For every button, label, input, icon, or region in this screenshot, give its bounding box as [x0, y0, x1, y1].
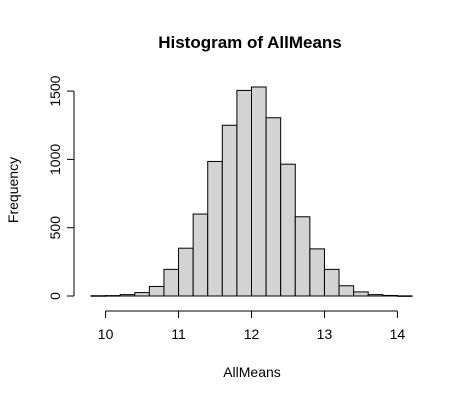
x-axis: 10 11 12 13 14: [98, 310, 406, 342]
y-tick-label: 1000: [47, 144, 63, 175]
x-tick-label: 12: [244, 326, 260, 342]
histogram-bar: [396, 295, 413, 297]
histogram-bar: [265, 117, 282, 297]
histogram-bar: [134, 292, 150, 297]
histogram-bar: [148, 285, 165, 297]
x-tick-label: 14: [390, 326, 406, 342]
y-tick-label: 0: [47, 292, 63, 300]
histogram-bar: [119, 294, 136, 297]
histogram-bar: [105, 295, 121, 297]
histogram-bar: [382, 294, 398, 297]
histogram-bar: [221, 124, 238, 297]
histogram-bar: [163, 268, 180, 297]
x-tick-label: 13: [317, 326, 333, 342]
x-axis-label: AllMeans: [223, 364, 281, 380]
histogram-bar: [192, 213, 209, 297]
histogram-bar: [178, 247, 194, 297]
y-axis: 0 500 1000 1500: [47, 75, 75, 300]
y-tick-label: 500: [47, 216, 63, 240]
histogram-bar: [236, 89, 253, 297]
histogram-bar: [251, 86, 267, 297]
histogram-bar: [323, 268, 340, 297]
y-tick-label: 1500: [47, 75, 63, 106]
x-tick-label: 10: [98, 326, 114, 342]
histogram-bar: [280, 163, 296, 297]
histogram-bar: [294, 216, 311, 297]
histogram-bar: [338, 285, 355, 297]
histogram-bar: [90, 295, 107, 297]
x-tick-label: 11: [171, 326, 186, 342]
histogram-bar: [207, 160, 223, 297]
bars-group: [90, 86, 413, 297]
histogram-bar: [309, 248, 325, 297]
y-axis-label: Frequency: [5, 157, 21, 223]
chart-title: Histogram of AllMeans: [158, 33, 342, 52]
histogram-bar: [353, 291, 369, 297]
histogram-bar: [367, 294, 384, 297]
